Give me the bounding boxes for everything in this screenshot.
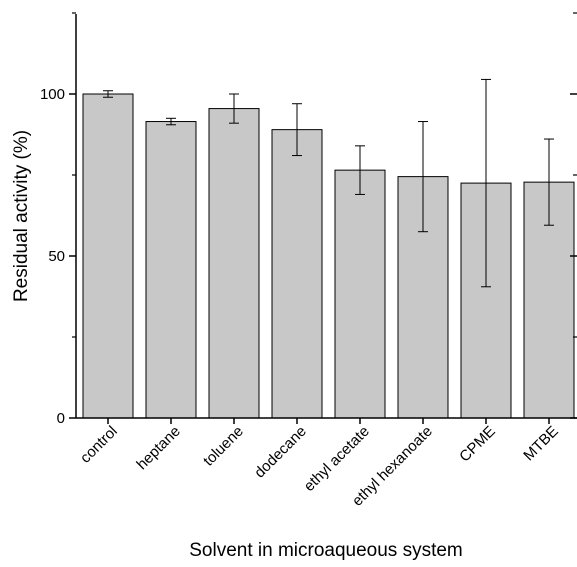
x-tick-label-0: control [77, 423, 121, 467]
bar-4 [334, 169, 386, 419]
x-tick-label-7: MTBE [520, 423, 561, 464]
x-tick-label-6: CPME [456, 423, 499, 466]
bar-0 [82, 93, 134, 419]
x-tick-label-2: toluene [200, 423, 247, 470]
bars-layer [82, 78, 575, 419]
axes-layer [75, 14, 577, 419]
x-axis-title: Solvent in microaqueous system [189, 540, 463, 561]
bar-1 [145, 121, 197, 419]
x-tick-label-3: dodecane [251, 423, 310, 482]
bar-2 [208, 108, 260, 419]
y-tick-label-0: 0 [57, 410, 65, 427]
bar-3 [271, 129, 323, 419]
y-tick-label-2: 100 [40, 86, 65, 103]
y-axis-title: Residual activity (%) [11, 130, 32, 302]
x-tick-label-1: heptane [133, 423, 183, 473]
y-tick-label-1: 50 [48, 248, 65, 265]
